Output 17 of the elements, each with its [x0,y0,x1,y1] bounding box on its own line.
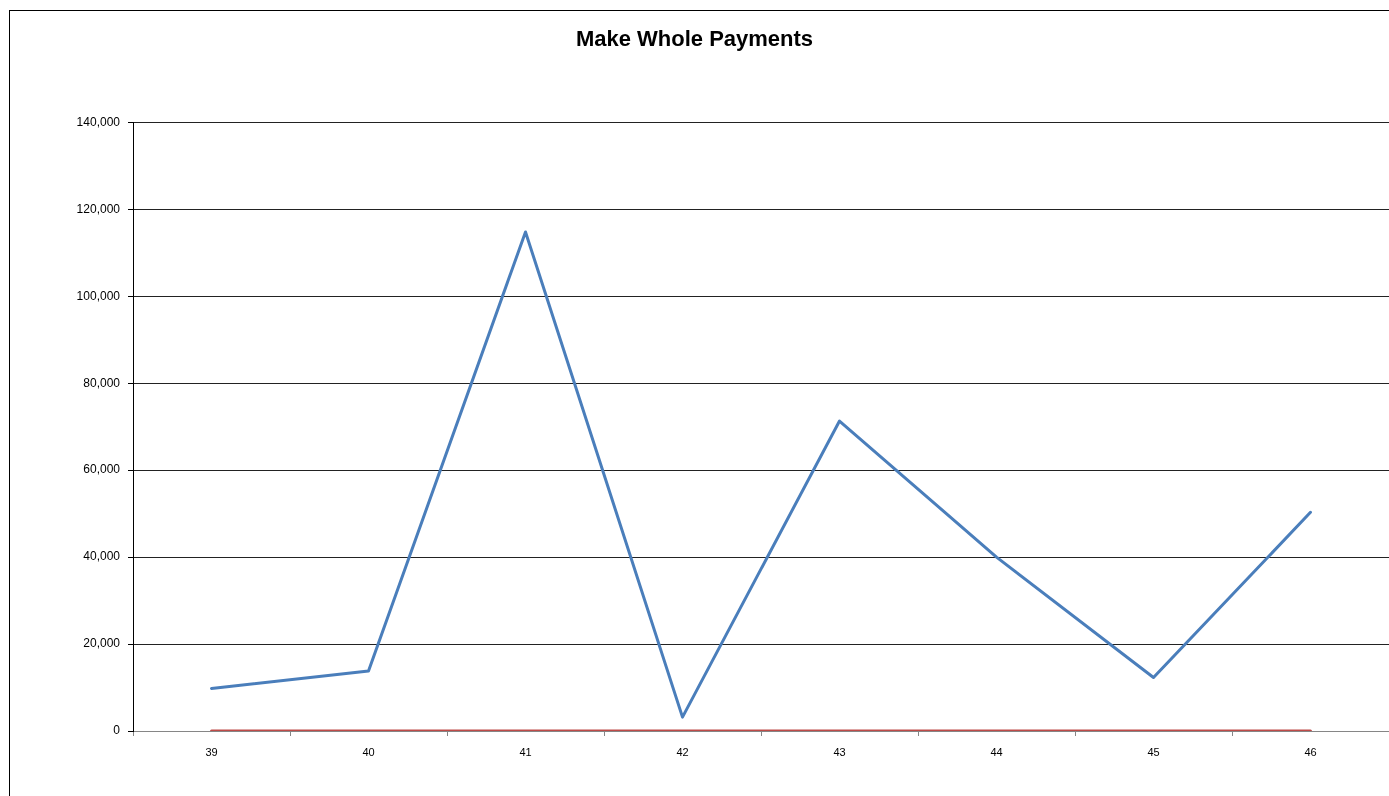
x-tick-label: 44 [990,745,1003,758]
x-tick-label: 45 [1147,745,1160,758]
x-tick-label: 43 [833,745,846,758]
x-tick-label: 46 [1304,745,1317,758]
y-tick-label: 140,000 [76,114,121,129]
x-tick-label: 40 [362,745,375,758]
y-tick-label: 100,000 [76,288,121,303]
chart-title: Make Whole Payments [575,26,814,52]
x-tick-label: 42 [676,745,689,758]
y-tick-label: 20,000 [83,636,121,651]
y-tick-label: 0 [113,723,121,738]
y-tick-label: 40,000 [83,549,121,564]
y-tick-label: 60,000 [83,462,121,477]
x-tick-label: 39 [205,745,218,758]
y-tick-label: 80,000 [83,375,121,390]
y-tick-label: 120,000 [76,201,121,216]
x-tick-label: 41 [519,745,532,758]
